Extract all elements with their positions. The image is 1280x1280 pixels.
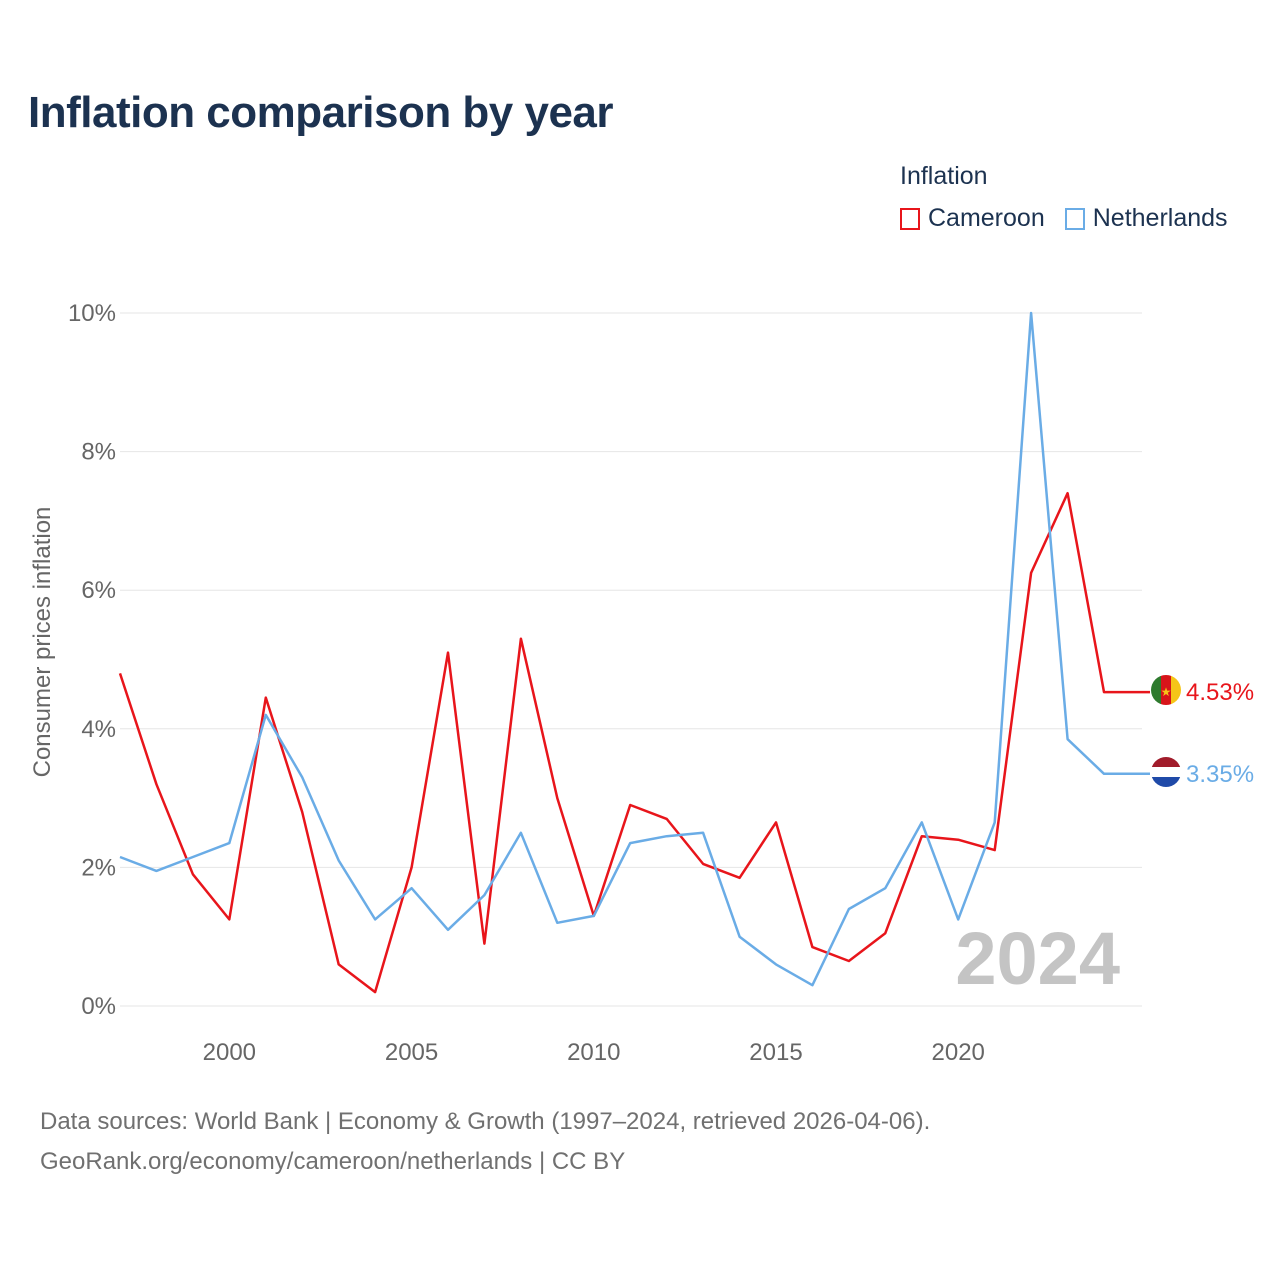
legend-item-cameroon[interactable]: Cameroon	[900, 204, 1045, 233]
footer-credit[interactable]: GeoRank.org/economy/cameroon/netherlands…	[40, 1148, 626, 1175]
y-axis: 0% 2% 4% 6% 8% 10%	[68, 300, 116, 1020]
series-group	[118, 311, 1150, 994]
x-axis: 2000 2005 2010 2015 2020	[203, 1039, 985, 1066]
end-labels: 4.53% 3.35%	[1186, 679, 1254, 788]
legend-label-netherlands: Netherlands	[1092, 204, 1228, 232]
x-tick-label: 2000	[203, 1039, 256, 1066]
x-tick-label: 2015	[749, 1039, 802, 1066]
y-tick-label: 4%	[81, 716, 116, 743]
legend: Cameroon Netherlands	[900, 204, 1248, 233]
legend-item-netherlands[interactable]: Netherlands	[1064, 204, 1228, 233]
end-label-cameroon: 4.53%	[1186, 679, 1254, 706]
cameroon-flag-icon: ★	[1151, 675, 1181, 705]
y-tick-label: 6%	[81, 577, 116, 604]
grid	[120, 312, 1142, 1007]
legend-label-cameroon: Cameroon	[928, 204, 1045, 232]
legend-swatch-cameroon	[900, 207, 920, 230]
legend-title: Inflation	[900, 162, 988, 190]
y-tick-label: 0%	[81, 993, 116, 1020]
x-tick-label: 2005	[385, 1039, 438, 1066]
series-line-cameroon[interactable]	[118, 491, 1150, 994]
end-label-netherlands: 3.35%	[1186, 761, 1254, 788]
x-tick-label: 2010	[567, 1039, 620, 1066]
y-tick-label: 2%	[81, 854, 116, 881]
series-line-netherlands[interactable]	[119, 311, 1150, 987]
footer-sources: Data sources: World Bank | Economy & Gro…	[40, 1108, 931, 1135]
svg-text:★: ★	[1161, 685, 1172, 699]
chart-title: Inflation comparison by year	[28, 88, 614, 137]
y-tick-label: 10%	[68, 300, 116, 327]
y-tick-label: 8%	[81, 439, 116, 466]
x-tick-label: 2020	[932, 1039, 985, 1066]
y-axis-label: Consumer prices inflation	[29, 507, 56, 778]
netherlands-flag-icon	[1151, 757, 1181, 787]
legend-swatch-netherlands	[1064, 207, 1085, 230]
year-watermark: 2024	[955, 917, 1120, 1000]
